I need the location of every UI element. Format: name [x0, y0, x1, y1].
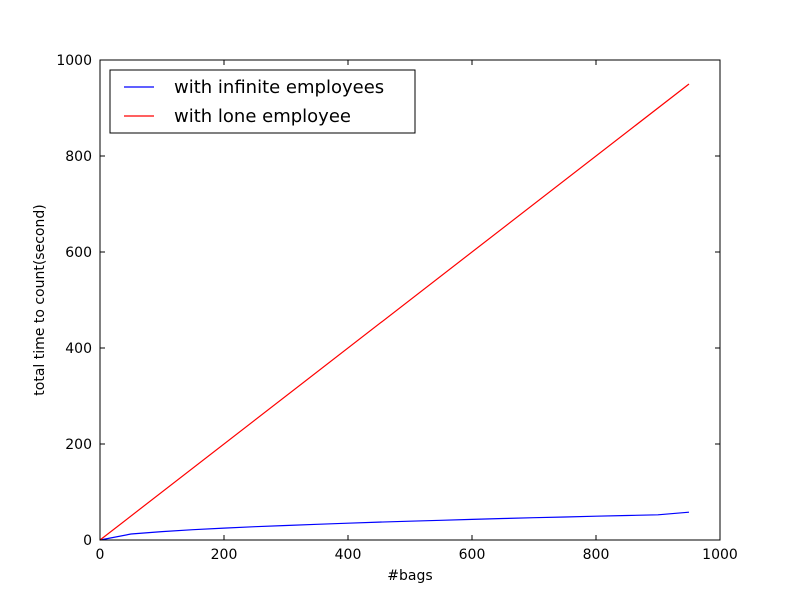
series-layer — [99, 83, 690, 541]
y-tick-label: 800 — [65, 149, 92, 165]
axes-layer — [99, 59, 721, 541]
ticks-layer: 0 200 400 600 800 1000 0 200 400 600 800 1000 — [56, 53, 737, 563]
legend-label-infinite-employees: with infinite employees — [174, 77, 384, 98]
plot-frame — [99, 59, 721, 541]
y-tick-label: 400 — [65, 341, 92, 357]
x-axis-label: #bags — [387, 568, 432, 584]
y-axis-label: total time to count(second) — [32, 204, 48, 395]
x-tick-label: 200 — [211, 547, 238, 563]
x-tick-label: 1000 — [702, 547, 738, 563]
legend-frame — [109, 69, 416, 134]
series-line-1 — [99, 83, 690, 541]
series-line-0 — [99, 511, 690, 541]
legend-label-lone-employee: with lone employee — [174, 106, 351, 127]
y-tick-label: 1000 — [56, 53, 92, 69]
x-tick-label: 400 — [335, 547, 362, 563]
x-tick-label: 600 — [459, 547, 486, 563]
x-tick-label: 0 — [96, 547, 105, 563]
x-tick-label: 800 — [583, 547, 610, 563]
y-tick-label: 600 — [65, 245, 92, 261]
legend: with infinite employees with lone employ… — [109, 69, 416, 134]
y-tick-label: 200 — [65, 437, 92, 453]
y-tick-label: 0 — [83, 533, 92, 549]
